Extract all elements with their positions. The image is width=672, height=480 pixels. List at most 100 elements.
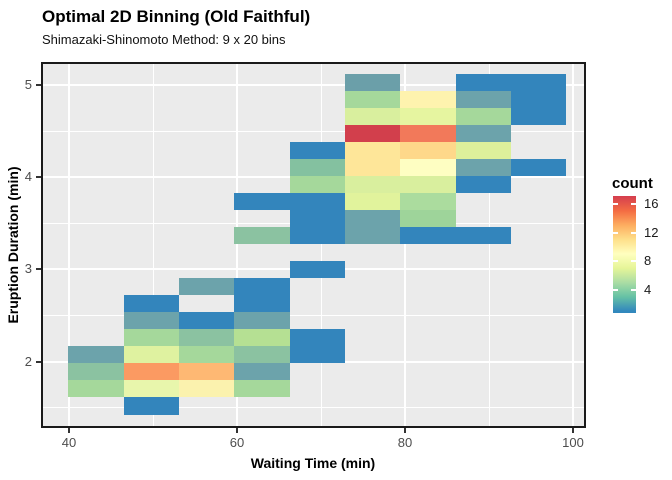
heatmap-tile [179,363,234,380]
chart-subtitle: Shimazaki-Shinomoto Method: 9 x 20 bins [42,32,286,47]
y-minor-gridline [41,130,586,132]
x-axis-title: Waiting Time (min) [250,455,376,471]
x-tick-label: 100 [562,435,584,450]
heatmap-tile [456,142,511,159]
heatmap-tile [345,142,400,159]
heatmap-tile [234,193,290,210]
y-tick-label: 5 [24,77,32,92]
legend-tick-label: 8 [644,253,652,269]
legend-tick-label: 16 [644,195,659,211]
y-tick-mark [36,84,41,86]
x-major-gridline [572,62,574,428]
heatmap-tile [179,312,234,329]
heatmap-tile [290,227,345,244]
heatmap-tile [345,74,400,91]
legend-tick-mark [613,231,618,234]
x-minor-gridline [320,62,322,428]
heatmap-tile [124,295,179,312]
heatmap-tile [234,346,290,363]
heatmap-tile [290,346,345,363]
heatmap-tile [511,108,566,125]
chart-title: Optimal 2D Binning (Old Faithful) [42,7,311,26]
x-tick-mark [572,428,574,433]
legend-tick-mark [631,231,636,234]
heatmap-tile [124,329,179,346]
y-tick-label: 3 [24,261,32,277]
heatmap-tile [290,329,345,346]
heatmap-tile [456,91,511,108]
legend-tick-label: 4 [644,281,652,297]
heatmap-tile [456,74,511,91]
heatmap-tile [68,363,124,380]
legend-tick-mark [613,202,618,205]
heatmap-tile [345,91,400,108]
heatmap-tile [124,363,179,380]
heatmap-tile [400,227,456,244]
x-tick-label: 60 [229,435,245,450]
x-tick-label: 40 [61,435,77,450]
plot-panel [41,62,586,428]
legend-colorbar [613,196,636,313]
heatmap-tile [511,74,566,91]
heatmap-tile [345,176,400,193]
x-minor-gridline [152,62,154,428]
legend-tick-mark [631,288,636,291]
heatmap-tile [511,159,566,176]
heatmap-tile [179,278,234,295]
heatmap-tile [456,125,511,142]
heatmap-tile [234,312,290,329]
heatmap-tile [124,346,179,363]
y-major-gridline [41,84,586,86]
heatmap-tile [456,227,511,244]
x-major-gridline [68,62,70,428]
legend-tick-mark [631,260,636,263]
heatmap-tile [179,329,234,346]
x-tick-mark [68,428,70,433]
heatmap-tile [68,346,124,363]
legend-tick-mark [631,202,636,205]
heatmap-tile [345,227,400,244]
legend-title: count [612,175,653,192]
heatmap-tile [400,142,456,159]
heatmap-tile [290,176,345,193]
heatmap-tile [290,142,345,159]
heatmap-tile [124,380,179,397]
y-tick-mark [36,360,41,363]
heatmap-tile [456,108,511,125]
y-minor-gridline [41,315,586,316]
y-tick-label: 2 [24,353,32,369]
heatmap-tile [234,227,290,244]
legend-tick-mark [613,288,618,291]
heatmap-tile [290,159,345,176]
heatmap-tile [234,380,290,397]
heatmap-tile [234,329,290,346]
heatmap-tile [68,380,124,397]
heatmap-tile [400,125,456,142]
x-tick-label: 80 [397,435,413,450]
x-major-gridline [236,62,238,428]
heatmap-tile [456,159,511,176]
heatmap-tile [400,210,456,227]
heatmap-tile [290,261,345,278]
y-minor-gridline [41,407,586,409]
heatmap-tile [456,176,511,193]
legend-tick-label: 12 [644,224,659,240]
y-axis-title: Eruption Duration (min) [5,166,21,324]
x-tick-mark [404,428,406,433]
heatmap-tile [290,193,345,210]
heatmap-tile [345,125,400,142]
heatmap-tile [511,91,566,108]
heatmap-tile [345,108,400,125]
heatmap-tile [179,346,234,363]
y-tick-label: 4 [24,169,32,185]
heatmap-tile [124,312,179,329]
y-tick-mark [36,268,41,271]
heatmap-tile [124,397,179,415]
legend-tick-mark [613,260,618,263]
heatmap-tile [234,363,290,380]
x-minor-gridline [488,62,490,428]
heatmap-tile [345,210,400,227]
heatmap-tile [290,210,345,227]
heatmap-tile [234,278,290,295]
